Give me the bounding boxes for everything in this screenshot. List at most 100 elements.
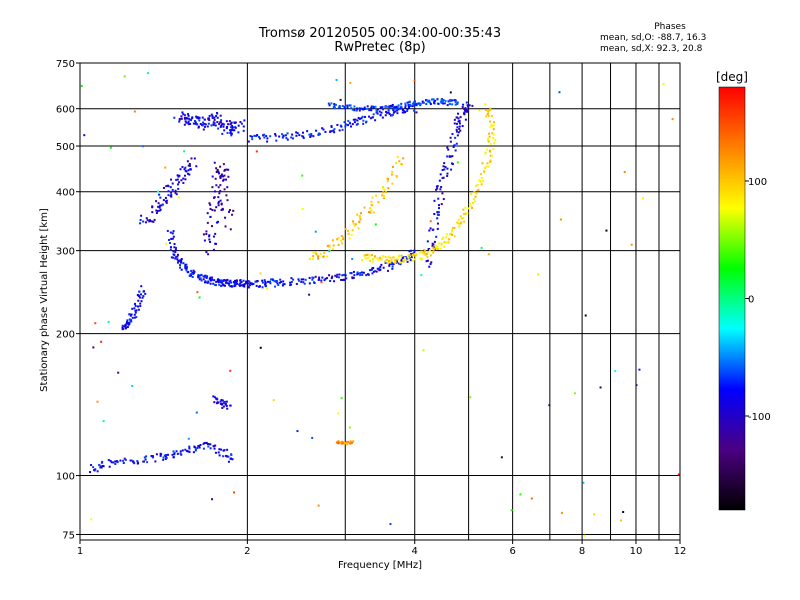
data-point xyxy=(225,455,228,458)
data-point xyxy=(393,261,396,264)
data-point xyxy=(219,121,222,124)
data-point xyxy=(159,204,162,207)
data-point xyxy=(292,278,295,281)
data-point xyxy=(351,229,354,232)
data-point xyxy=(180,258,183,261)
data-point xyxy=(321,276,324,279)
data-point xyxy=(412,253,415,256)
data-point xyxy=(119,459,122,462)
data-point xyxy=(316,255,319,258)
data-point xyxy=(432,250,435,253)
data-point xyxy=(231,124,234,127)
data-point xyxy=(341,236,344,239)
data-point xyxy=(227,455,230,458)
data-point xyxy=(237,131,240,134)
data-point xyxy=(475,184,478,187)
data-point xyxy=(216,221,219,224)
data-point xyxy=(217,170,220,173)
data-point xyxy=(485,115,488,118)
data-point xyxy=(441,100,444,103)
data-point xyxy=(388,112,391,115)
data-point xyxy=(392,106,395,109)
data-point xyxy=(220,173,223,176)
data-point xyxy=(384,104,387,107)
data-point xyxy=(346,104,349,107)
data-point xyxy=(323,279,326,282)
data-point xyxy=(391,104,394,107)
data-point xyxy=(385,258,388,261)
data-point xyxy=(443,168,446,171)
data-point xyxy=(162,458,165,461)
data-point xyxy=(156,190,159,193)
data-point xyxy=(328,104,331,107)
data-point xyxy=(409,249,412,252)
data-point xyxy=(218,192,221,195)
data-point xyxy=(246,285,249,288)
y-tick-label: 750 xyxy=(56,59,75,70)
data-point xyxy=(217,186,220,189)
data-point xyxy=(132,460,135,463)
data-point xyxy=(165,242,168,245)
data-point xyxy=(296,132,299,135)
data-point xyxy=(356,271,359,274)
data-point xyxy=(174,251,177,254)
data-point xyxy=(198,446,201,449)
data-point xyxy=(460,220,463,223)
data-point xyxy=(183,123,186,126)
data-point xyxy=(209,279,212,282)
data-point xyxy=(442,236,445,239)
data-point xyxy=(337,442,340,445)
data-point xyxy=(176,178,179,181)
data-point xyxy=(436,211,439,214)
data-point xyxy=(415,111,418,114)
data-point xyxy=(213,447,216,450)
data-point xyxy=(447,148,450,151)
data-point xyxy=(203,122,206,125)
data-point xyxy=(282,134,285,137)
data-point xyxy=(393,107,396,110)
data-point xyxy=(209,443,212,446)
data-point xyxy=(446,175,449,178)
data-point xyxy=(174,246,177,249)
data-point xyxy=(485,109,488,112)
data-point xyxy=(483,171,486,174)
data-point xyxy=(474,200,477,203)
data-point xyxy=(217,204,220,207)
data-point xyxy=(339,124,342,127)
data-point xyxy=(464,212,467,215)
data-point xyxy=(451,163,454,166)
data-point xyxy=(400,254,403,257)
data-point xyxy=(328,274,331,277)
data-point xyxy=(230,122,233,125)
data-point xyxy=(152,220,155,223)
data-point xyxy=(209,447,212,450)
data-point xyxy=(225,404,228,407)
data-point xyxy=(429,220,432,223)
data-point xyxy=(135,309,138,312)
data-point xyxy=(290,277,293,280)
data-point xyxy=(131,316,134,319)
data-point xyxy=(220,123,223,126)
data-point xyxy=(426,259,429,262)
data-point xyxy=(182,177,185,180)
data-point xyxy=(328,245,331,248)
data-point xyxy=(213,122,216,125)
data-point xyxy=(451,133,454,136)
data-point xyxy=(133,313,136,316)
data-point xyxy=(488,149,491,152)
data-point xyxy=(170,193,173,196)
data-point xyxy=(198,119,201,122)
data-point xyxy=(133,110,136,113)
data-point xyxy=(391,267,394,270)
data-point xyxy=(197,274,200,277)
data-point xyxy=(151,455,154,458)
data-point xyxy=(398,160,401,163)
data-point xyxy=(415,104,418,107)
data-point xyxy=(242,283,245,286)
data-point xyxy=(226,125,229,128)
data-point xyxy=(321,127,324,130)
data-point xyxy=(121,324,124,327)
data-point xyxy=(453,235,456,238)
data-point xyxy=(330,102,333,105)
data-point xyxy=(150,220,153,223)
